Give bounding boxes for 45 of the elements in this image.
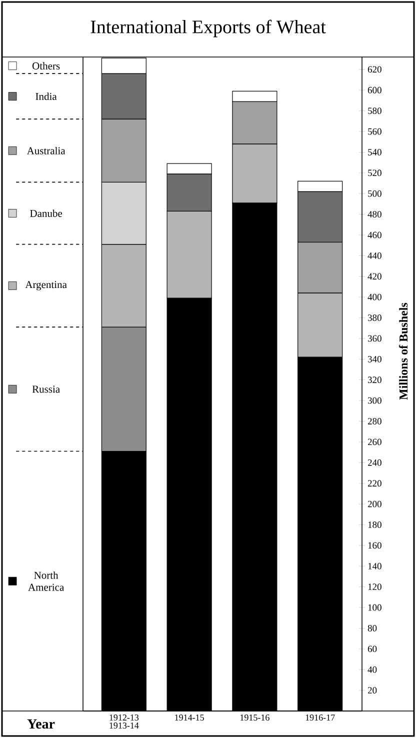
y-tick-label: 140: [368, 562, 382, 570]
x-axis-title: Year: [27, 719, 55, 729]
y-tick-label: 80: [368, 625, 377, 632]
y-axis-title: Millions of Bushels: [399, 302, 408, 400]
legend-label: Australia: [26, 146, 66, 154]
y-tick-label: 560: [368, 128, 382, 135]
x-tick-label: 1914-15: [175, 714, 204, 721]
y-tick-label: 280: [368, 418, 382, 424]
y-tick-label: 300: [368, 397, 382, 404]
y-tick-label: 100: [368, 604, 382, 611]
y-tick-label: 620: [368, 66, 382, 73]
y-tick-label: 180: [368, 522, 382, 528]
y-tick-label: 260: [368, 438, 382, 446]
y-tick-label: 580: [368, 108, 382, 114]
y-tick-label: 600: [368, 86, 382, 94]
y-tick-label: 380: [368, 314, 382, 321]
legend-label: Danube: [30, 210, 62, 217]
y-tick-label: 340: [368, 356, 382, 362]
y-tick-label: 420: [368, 273, 382, 280]
y-tick-label: 480: [368, 211, 382, 218]
y-tick-label: 500: [368, 190, 382, 197]
y-tick-label: 360: [368, 335, 382, 342]
y-tick-label: 520: [368, 170, 382, 176]
y-tick-label: 320: [368, 376, 382, 384]
legend-label: Russia: [32, 386, 60, 393]
x-tick-label: 1915-16: [240, 714, 270, 721]
y-tick-label: 540: [368, 148, 382, 156]
legend-label: Argentina: [25, 281, 67, 290]
y-tick-label: 240: [368, 459, 382, 466]
legend-label: North America: [28, 571, 64, 591]
y-tick-label: 120: [368, 584, 382, 590]
y-tick-label: 20: [368, 687, 377, 694]
legend-label: India: [36, 92, 57, 100]
y-tick-label: 160: [368, 542, 382, 549]
x-tick-label: 1912-13 1913-14: [110, 714, 139, 729]
y-tick-label: 440: [368, 252, 382, 259]
x-tick-label: 1916-17: [306, 714, 335, 721]
y-tick-label: 200: [368, 500, 382, 508]
chart-title: International Exports of Wheat: [90, 20, 326, 38]
legend-label: Others: [32, 62, 60, 70]
y-tick-label: 400: [368, 294, 382, 300]
y-tick-label: 460: [368, 232, 382, 238]
y-tick-label: 60: [368, 646, 377, 652]
y-tick-label: 220: [368, 480, 382, 487]
y-tick-label: 40: [368, 666, 377, 673]
